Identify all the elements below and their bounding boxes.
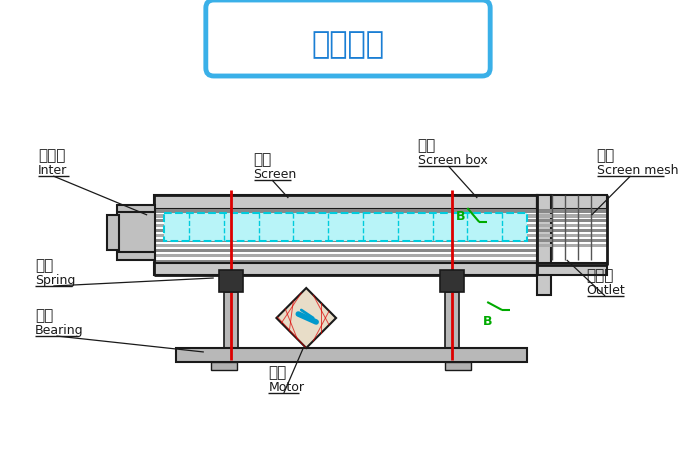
Text: Outlet: Outlet (587, 284, 625, 297)
Bar (537, 239, 606, 242)
Bar (154, 249, 537, 252)
Bar (211, 362, 237, 370)
Text: 筛箱: 筛箱 (418, 138, 436, 153)
Bar (154, 219, 537, 222)
Text: B: B (482, 315, 492, 328)
Text: Screen mesh: Screen mesh (596, 164, 678, 177)
Text: 电机: 电机 (269, 365, 287, 380)
Bar (154, 266, 537, 270)
Text: Inter: Inter (38, 164, 67, 177)
Bar (154, 239, 537, 242)
Text: 结构详解: 结构详解 (312, 30, 384, 60)
Bar (537, 195, 551, 295)
Text: Screen box: Screen box (418, 154, 487, 167)
Bar (445, 362, 471, 370)
Text: B: B (456, 210, 466, 223)
Bar (537, 263, 606, 275)
Bar (154, 254, 537, 257)
Bar (537, 219, 606, 222)
Bar (537, 229, 606, 232)
Bar (154, 263, 537, 275)
Bar (218, 270, 243, 292)
Bar (224, 292, 237, 355)
Bar (154, 260, 537, 263)
Bar (154, 195, 537, 209)
Bar (537, 224, 606, 227)
FancyBboxPatch shape (206, 0, 490, 76)
Text: Bearing: Bearing (35, 324, 83, 337)
Polygon shape (276, 288, 336, 348)
Bar (118, 205, 155, 260)
Bar (154, 244, 537, 247)
Text: 筛框: 筛框 (253, 152, 272, 167)
Bar (537, 214, 606, 218)
Bar (537, 244, 606, 247)
Text: 进料口: 进料口 (38, 148, 65, 163)
Text: 筛网: 筛网 (596, 148, 615, 163)
Text: 支座: 支座 (35, 308, 53, 323)
Bar (107, 215, 119, 250)
Bar (537, 209, 606, 213)
Bar (164, 213, 527, 241)
Bar (440, 270, 464, 292)
Text: Spring: Spring (35, 274, 75, 287)
Text: Screen: Screen (253, 168, 297, 181)
Bar (445, 292, 459, 355)
Bar (154, 234, 537, 237)
Bar (154, 214, 537, 218)
Text: Motor: Motor (269, 381, 304, 394)
Bar (154, 229, 537, 232)
Bar (537, 234, 606, 237)
Text: 弹簧: 弹簧 (35, 258, 53, 273)
Bar (537, 195, 606, 209)
Bar (176, 348, 527, 362)
Bar (154, 209, 537, 213)
Bar (154, 224, 537, 227)
Text: 出料口: 出料口 (587, 268, 614, 283)
